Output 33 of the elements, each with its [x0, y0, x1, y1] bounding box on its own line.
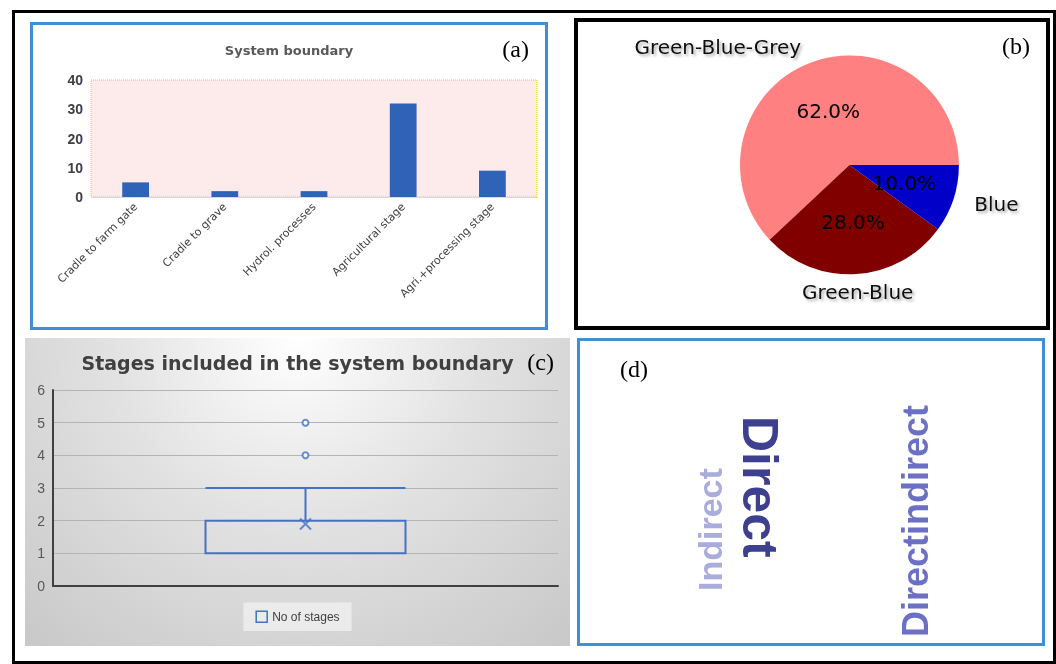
bar: [389, 103, 417, 197]
slice-label: Blue: [974, 192, 1019, 217]
text: (a): [502, 36, 529, 62]
bar: [122, 182, 149, 197]
y-tick-label: 2: [37, 512, 46, 529]
slice-label: Green-Blue-Grey: [634, 34, 802, 59]
text: Directindirect: [894, 404, 936, 637]
y-tick-label: 5: [37, 414, 46, 431]
bar: [300, 191, 328, 197]
y-tick-label: 4: [37, 447, 46, 464]
y-tick-label: 40: [67, 72, 84, 88]
data-label: 10.0%: [872, 170, 937, 195]
data-label: 62.0%: [796, 99, 860, 124]
slice-label: Green-Blue: [802, 279, 914, 304]
y-tick-label: 1: [37, 545, 46, 562]
data-label: 28.0%: [821, 210, 885, 235]
y-tick-label: 20: [67, 130, 84, 147]
text: (b): [1002, 33, 1030, 59]
bar: [479, 170, 506, 197]
text: (c): [527, 349, 554, 375]
y-tick-label: 0: [37, 578, 46, 594]
y-tick-label: 10: [67, 159, 84, 176]
text: Direct: [732, 416, 788, 559]
y-tick-label: 30: [67, 101, 84, 118]
y-tick-label: 0: [75, 189, 84, 205]
text: Indirect: [691, 468, 729, 591]
chart-title: Stages included in the system boundary: [81, 351, 515, 374]
legend-label: No of stages: [272, 609, 340, 624]
y-tick-label: 6: [37, 382, 46, 398]
text: (d): [620, 356, 648, 382]
bar: [211, 191, 239, 197]
y-tick-label: 3: [37, 480, 46, 496]
chart-title: System boundary: [224, 43, 354, 58]
